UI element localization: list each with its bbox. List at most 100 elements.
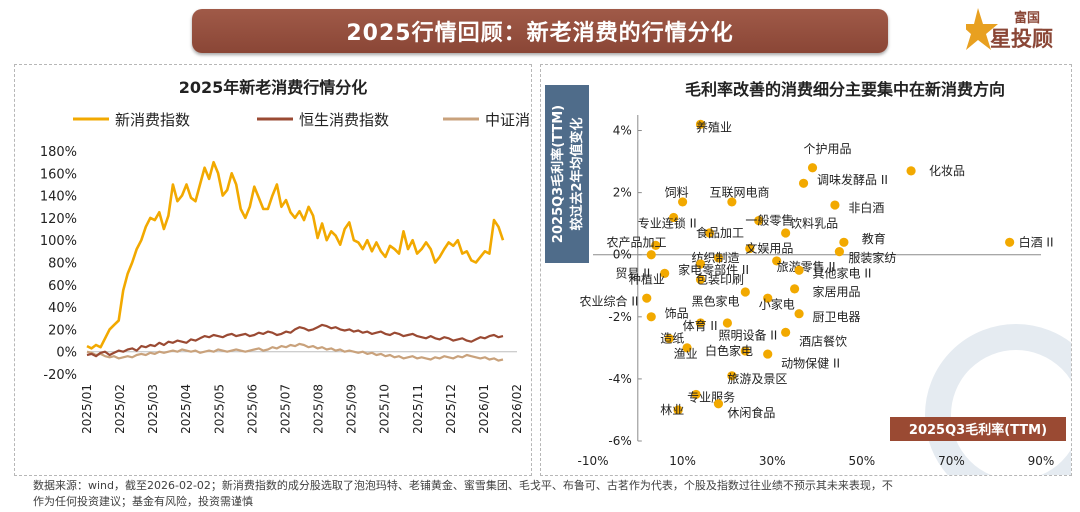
y-axis-label-line2: 较过去2年均值变化 (569, 117, 585, 230)
y-axis-label-box (545, 85, 589, 263)
x-tick-label: -10% (577, 454, 608, 468)
scatter-point (763, 293, 773, 303)
point-label: 农业综合 II (580, 293, 639, 308)
star-icon (966, 8, 998, 50)
x-tick-label: 2025/08 (312, 384, 326, 434)
point-label: 种植业 (629, 272, 665, 287)
scatter-point (673, 405, 683, 415)
point-label: 专业连锁 II (638, 216, 697, 231)
scatter-chart: 毛利率改善的消费细分主要集中在新消费方向富国基金4%2%0%-2%-4%-6%-… (545, 80, 1071, 475)
point-label: 厨卫电器 (813, 310, 861, 324)
y-axis-label-line1: 2025Q3毛利率(TTM) (550, 105, 566, 243)
chart-title: 毛利率改善的消费细分主要集中在新消费方向 (685, 80, 1005, 99)
scatter-point (906, 166, 916, 176)
scatter-point (754, 215, 764, 226)
source-note-line1: 数据来源：wind，截至2026-02-02；新消费指数的成分股选取了泡泡玛特、… (33, 479, 893, 492)
scatter-point (678, 197, 688, 207)
page-title: 2025行情回顾：新老消费的行情分化 (346, 21, 734, 46)
scatter-point (745, 243, 755, 254)
legend-label-new: 新消费指数 (115, 111, 190, 129)
y-tick-label: 4% (613, 124, 632, 138)
point-label: 动物保健 II (781, 356, 840, 370)
scatter-point (646, 312, 656, 322)
logo-line1: 富国 (1014, 10, 1040, 26)
series-line-hs (86, 323, 504, 358)
x-tick-label: 10% (669, 454, 696, 468)
series-line-new (86, 160, 505, 350)
x-tick-label: 2025/03 (146, 384, 160, 434)
scatter-point (727, 197, 737, 207)
x-tick-label: 2025/12 (444, 384, 458, 434)
x-tick-label: 2025/04 (179, 384, 193, 434)
scatter-point (695, 318, 706, 328)
scatter-point (646, 250, 656, 260)
point-label: 酒店餐饮 (799, 334, 847, 349)
x-tick-label: 2025/02 (113, 384, 127, 434)
y-tick-label: 140% (40, 190, 77, 205)
x-tick-label: 2025/10 (378, 384, 392, 434)
scatter-point (713, 253, 724, 263)
x-tick-label: 90% (1028, 454, 1055, 468)
scatter-point (642, 293, 652, 303)
y-tick-label: -2% (608, 310, 631, 324)
scatter-point (651, 240, 661, 250)
scatter-point (763, 349, 773, 359)
scatter-point (713, 399, 724, 409)
scatter-point (704, 228, 715, 238)
scatter-point (695, 274, 706, 285)
point-label: 休闲食品 (727, 405, 775, 420)
point-label: 体育 II (683, 318, 718, 333)
y-tick-label: 0% (56, 346, 77, 361)
point-label: 农产品加工 (606, 235, 666, 249)
x-tick-label: 2025/11 (411, 384, 425, 434)
point-label: 非白酒 (848, 200, 884, 215)
point-label: 服装家纺 (848, 250, 896, 265)
scatter-point (740, 346, 750, 356)
point-label: 小家电 (759, 296, 795, 311)
series-line-csi (86, 342, 504, 362)
x-tick-label: 2025/01 (80, 384, 94, 434)
point-label: 饰品 (665, 307, 689, 321)
y-tick-label: -20% (43, 368, 77, 383)
watermark-ring (925, 324, 1071, 475)
x-tick-label: 50% (848, 454, 875, 468)
x-tick-label: 2026/02 (510, 384, 524, 434)
point-label: 渔业 (674, 347, 698, 361)
scatter-point (830, 200, 840, 210)
y-tick-label: 160% (40, 167, 77, 182)
point-label: 化妆品 (929, 164, 965, 178)
y-tick-label: 100% (40, 234, 77, 249)
source-note: 数据来源：wind，截至2026-02-02；新消费指数的成分股选取了泡泡玛特、… (33, 478, 1063, 510)
scatter-point (839, 237, 849, 247)
y-tick-label: 2% (613, 186, 632, 200)
y-tick-label: 60% (48, 279, 77, 294)
scatter-point (669, 212, 679, 223)
point-label: 白色家电 (705, 343, 753, 358)
scatter-point (794, 309, 804, 319)
x-tick-label: 2025/09 (345, 384, 359, 434)
point-label: 其他家电 II (813, 265, 872, 280)
legend-label-hs: 恒生消费指数 (299, 111, 389, 129)
x-axis-label: 2025Q3毛利率(TTM) (909, 422, 1047, 438)
point-label: 文娱用品 (745, 241, 793, 256)
point-label: 家居用品 (813, 284, 861, 299)
scatter-point (798, 178, 809, 188)
x-tick-label: 70% (938, 454, 965, 468)
point-label: 旅游零售 II (777, 259, 836, 274)
scatter-point (660, 268, 670, 278)
scatter-point (740, 287, 750, 297)
y-tick-label: 0% (613, 248, 632, 262)
point-label: 一般零售 (745, 213, 793, 228)
scatter-point (807, 163, 818, 173)
scatter-point (772, 256, 782, 266)
right-chart-panel: 毛利率改善的消费细分主要集中在新消费方向富国基金4%2%0%-2%-4%-6%-… (540, 64, 1072, 476)
scatter-point (691, 389, 701, 400)
x-tick-label: 2025/06 (245, 384, 259, 434)
point-label: 教育 (862, 231, 886, 246)
logo-line2: 星投顾 (990, 27, 1053, 51)
x-axis-label-box (890, 417, 1066, 441)
scatter-point (781, 228, 791, 238)
point-label: 家电零部件 II (678, 262, 749, 277)
y-tick-label: -6% (608, 434, 631, 448)
brand-logo: 富国 星投顾 (966, 8, 1053, 51)
